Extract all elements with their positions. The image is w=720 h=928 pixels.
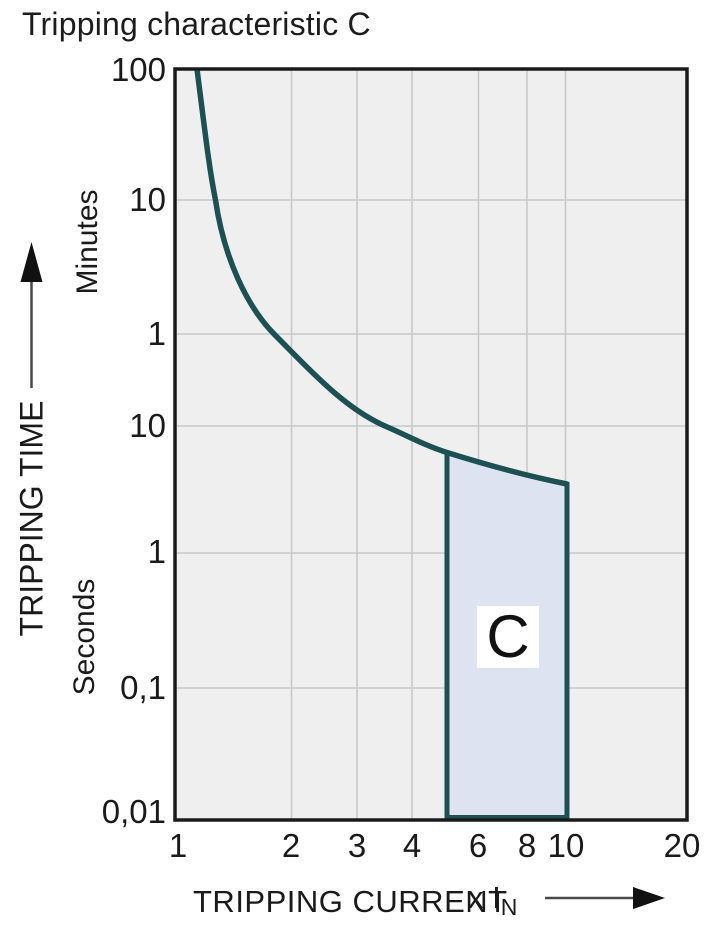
y-axis-minutes-label: Minutes <box>71 189 104 295</box>
x-axis-direction-arrow-icon <box>545 887 665 909</box>
x-axis-multiplier-prefix: x I <box>468 880 501 915</box>
chart-title: Tripping characteristic C <box>22 6 371 42</box>
x-tick-10: 10 <box>547 827 585 864</box>
x-tick-20: 20 <box>663 827 701 864</box>
x-tick-2: 2 <box>281 827 301 864</box>
x-axis-title: TRIPPING CURRENT <box>193 884 508 919</box>
tripping-curve <box>194 68 568 487</box>
y-axis-direction-arrow-icon <box>20 242 43 388</box>
x-tick-4: 4 <box>402 827 422 864</box>
y-tick-1-minute: 1 <box>147 315 166 352</box>
y-tick-10-seconds: 10 <box>129 407 166 444</box>
x-tick-1: 1 <box>168 827 188 864</box>
y-tick-10-minutes: 10 <box>129 181 166 218</box>
y-axis-seconds-label: Seconds <box>68 578 101 696</box>
plot-border <box>173 67 689 822</box>
x-tick-8: 8 <box>517 827 537 864</box>
region-label-badge: C <box>477 606 539 668</box>
x-tick-6: 6 <box>468 827 488 864</box>
x-axis-multiplier-label: x IN <box>468 880 517 921</box>
y-axis-title: TRIPPING TIME <box>13 400 50 637</box>
y-tick-100-minutes: 100 <box>110 51 166 88</box>
y-tick-1-second: 1 <box>147 533 166 570</box>
y-tick-0-01-second: 0,01 <box>101 793 166 830</box>
x-axis-multiplier-subscript: N <box>500 894 518 920</box>
x-tick-3: 3 <box>347 827 367 864</box>
y-tick-0-1-second: 0,1 <box>120 669 166 706</box>
